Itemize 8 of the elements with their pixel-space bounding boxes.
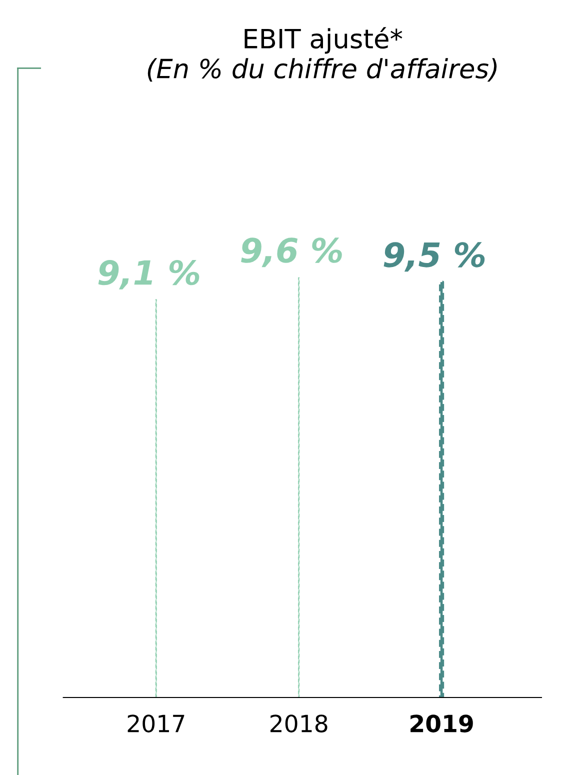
- chart-subtitle: (En % du chiffre d'affaires): [148, 58, 497, 82]
- chart-title: EBIT ajusté*: [244, 27, 402, 54]
- x-tick-label: 2017: [128, 714, 184, 732]
- x-tick-label: 2019: [410, 714, 473, 732]
- data-label: 9,5 %: [384, 242, 485, 272]
- x-tick-label: 2018: [270, 714, 328, 732]
- data-label: 9,1 %: [98, 260, 200, 290]
- data-label: 9,6 %: [241, 238, 342, 268]
